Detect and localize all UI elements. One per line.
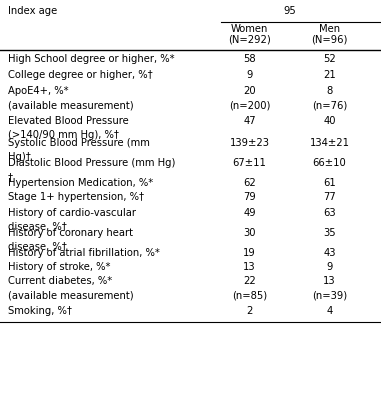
Text: (available measurement): (available measurement) — [8, 100, 133, 110]
Text: 49: 49 — [243, 208, 256, 218]
Text: 139±23: 139±23 — [230, 138, 269, 148]
Text: (>140/90 mm Hg), %†: (>140/90 mm Hg), %† — [8, 130, 118, 140]
Text: 66±10: 66±10 — [313, 158, 346, 168]
Text: 19: 19 — [243, 248, 256, 258]
Text: 8: 8 — [327, 86, 333, 96]
Text: (N=292): (N=292) — [228, 35, 271, 45]
Text: 43: 43 — [323, 248, 336, 258]
Text: High School degree or higher, %*: High School degree or higher, %* — [8, 54, 174, 64]
Text: 67±11: 67±11 — [233, 158, 266, 168]
Text: 9: 9 — [247, 70, 253, 80]
Text: 35: 35 — [323, 228, 336, 238]
Text: 30: 30 — [243, 228, 256, 238]
Text: (available measurement): (available measurement) — [8, 290, 133, 300]
Text: 77: 77 — [323, 192, 336, 202]
Text: Index age: Index age — [8, 6, 57, 16]
Text: Current diabetes, %*: Current diabetes, %* — [8, 276, 112, 286]
Text: disease, %†: disease, %† — [8, 242, 67, 252]
Text: 63: 63 — [323, 208, 336, 218]
Text: Smoking, %†: Smoking, %† — [8, 306, 72, 316]
Text: Elevated Blood Pressure: Elevated Blood Pressure — [8, 116, 128, 126]
Text: 22: 22 — [243, 276, 256, 286]
Text: 40: 40 — [323, 116, 336, 126]
Text: Stage 1+ hypertension, %†: Stage 1+ hypertension, %† — [8, 192, 144, 202]
Text: (n=76): (n=76) — [312, 100, 347, 110]
Text: †: † — [8, 172, 13, 182]
Text: 13: 13 — [243, 262, 256, 272]
Text: Women: Women — [231, 24, 268, 34]
Text: 13: 13 — [323, 276, 336, 286]
Text: 2: 2 — [247, 306, 253, 316]
Text: ApoE4+, %*: ApoE4+, %* — [8, 86, 68, 96]
Text: History of coronary heart: History of coronary heart — [8, 228, 133, 238]
Text: (n=200): (n=200) — [229, 100, 270, 110]
Text: 52: 52 — [323, 54, 336, 64]
Text: History of atrial fibrillation, %*: History of atrial fibrillation, %* — [8, 248, 160, 258]
Text: (n=85): (n=85) — [232, 290, 267, 300]
Text: disease, %†: disease, %† — [8, 222, 67, 232]
Text: History of stroke, %*: History of stroke, %* — [8, 262, 110, 272]
Text: 4: 4 — [327, 306, 333, 316]
Text: 62: 62 — [243, 178, 256, 188]
Text: 134±21: 134±21 — [310, 138, 349, 148]
Text: 58: 58 — [243, 54, 256, 64]
Text: 79: 79 — [243, 192, 256, 202]
Text: 9: 9 — [327, 262, 333, 272]
Text: Men: Men — [319, 24, 340, 34]
Text: 61: 61 — [323, 178, 336, 188]
Text: (N=96): (N=96) — [311, 35, 348, 45]
Text: 20: 20 — [243, 86, 256, 96]
Text: History of cardio-vascular: History of cardio-vascular — [8, 208, 136, 218]
Text: 47: 47 — [243, 116, 256, 126]
Text: 95: 95 — [283, 6, 296, 16]
Text: (n=39): (n=39) — [312, 290, 347, 300]
Text: Systolic Blood Pressure (mm: Systolic Blood Pressure (mm — [8, 138, 149, 148]
Text: College degree or higher, %†: College degree or higher, %† — [8, 70, 152, 80]
Text: Diastolic Blood Pressure (mm Hg): Diastolic Blood Pressure (mm Hg) — [8, 158, 175, 168]
Text: Hg)†: Hg)† — [8, 152, 30, 162]
Text: 21: 21 — [323, 70, 336, 80]
Text: Hypertension Medication, %*: Hypertension Medication, %* — [8, 178, 153, 188]
